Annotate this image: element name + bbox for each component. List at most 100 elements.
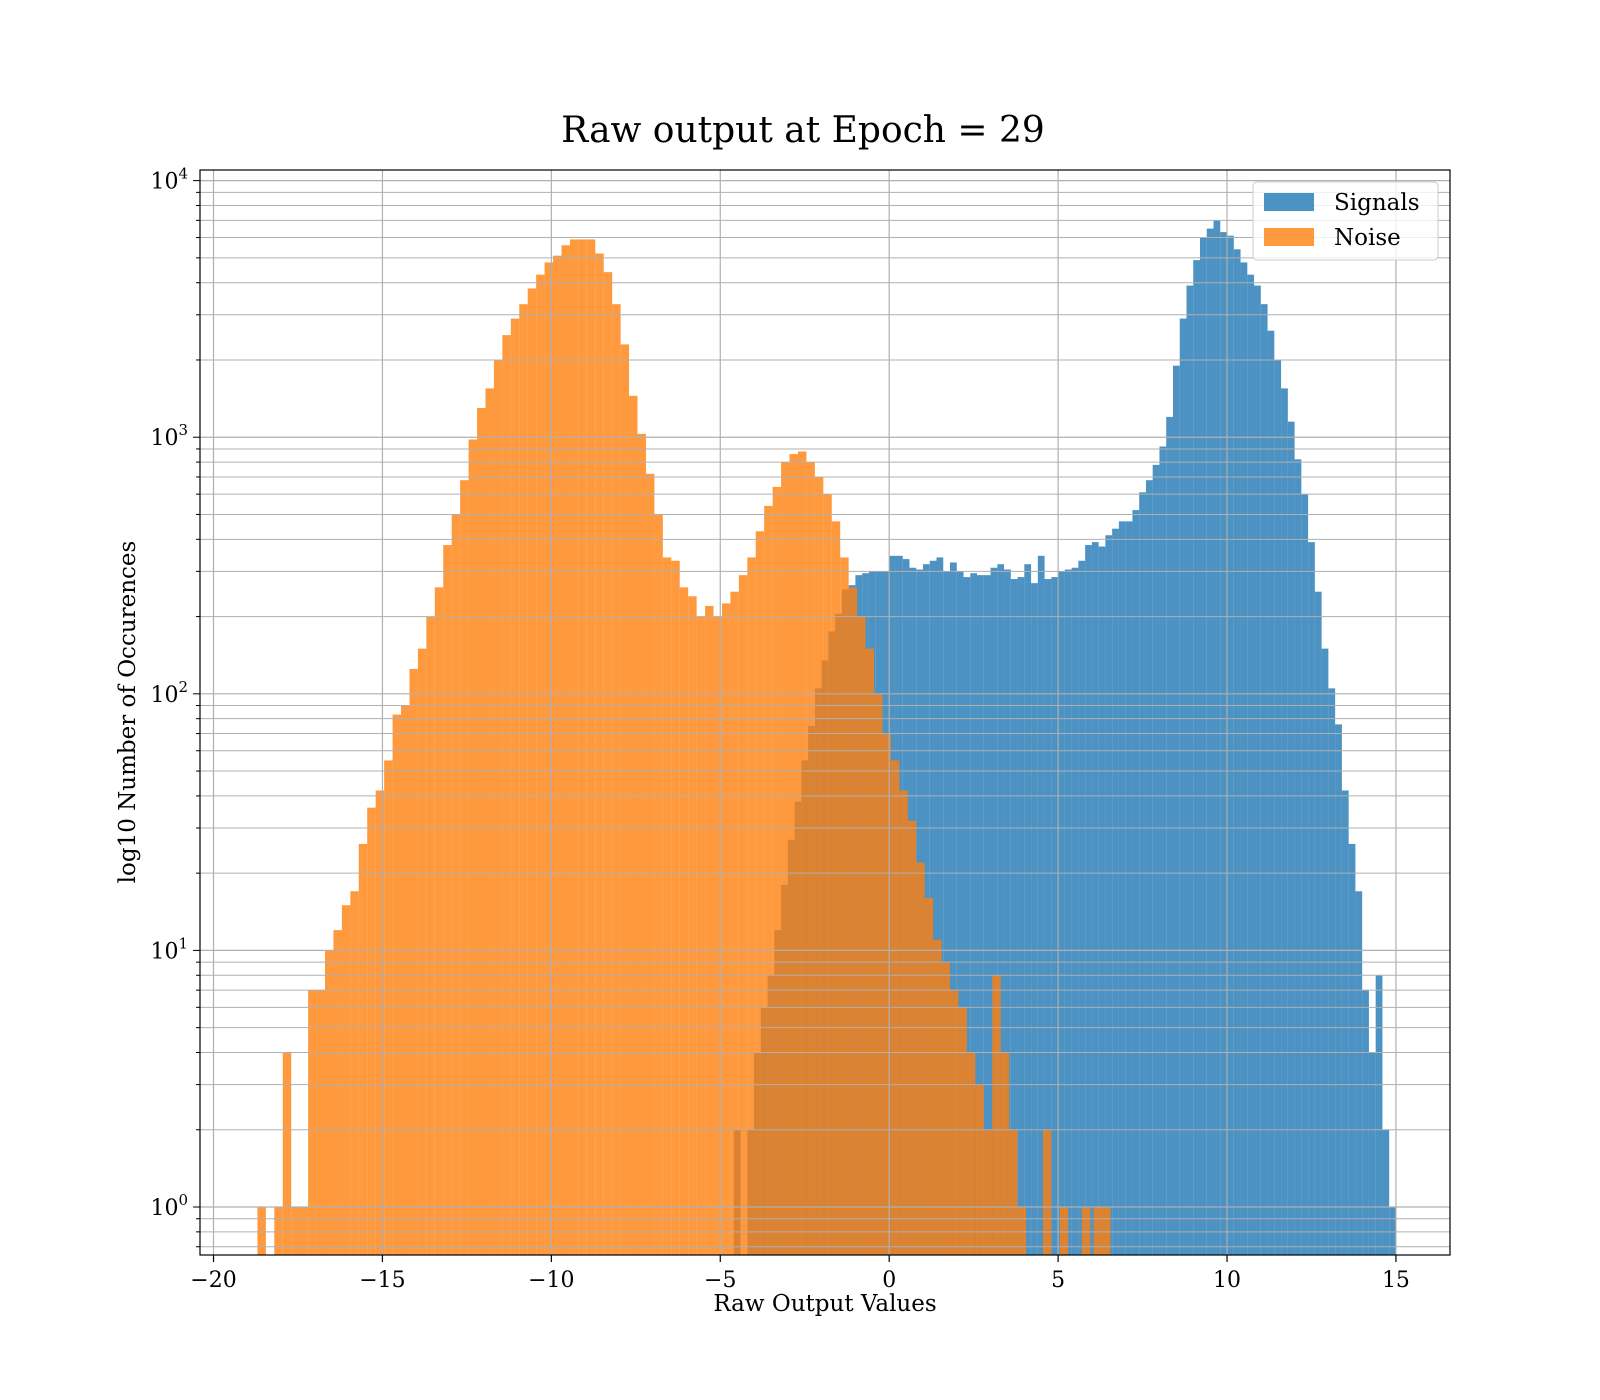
bar-noise-63 — [806, 462, 815, 1256]
bar-noise-9 — [350, 891, 359, 1255]
bar-noise-40 — [612, 304, 621, 1255]
bar-noise-71 — [873, 693, 883, 1255]
bar-noise-25 — [485, 388, 494, 1255]
bar-noise-28 — [510, 318, 520, 1255]
bar-noise-90 — [1059, 1206, 1069, 1255]
bar-noise-54 — [730, 591, 739, 1255]
bar-noise-37 — [586, 239, 596, 1256]
bar-noise-11 — [367, 807, 376, 1255]
bar-noise-50 — [696, 616, 706, 1255]
bar-noise-74 — [899, 790, 908, 1255]
bar-signals-74 — [1240, 262, 1248, 1255]
y-axis: 100 101 102 103 104 — [150, 165, 200, 1248]
bar-signals-66 — [1186, 285, 1194, 1255]
bar-noise-31 — [536, 274, 545, 1255]
bar-noise-3 — [291, 1206, 309, 1255]
bar-noise-18 — [426, 616, 435, 1255]
bar-noise-12 — [375, 790, 385, 1255]
bar-noise-7 — [333, 930, 342, 1255]
x-tick-label: 0 — [882, 1268, 896, 1293]
bar-signals-79 — [1274, 359, 1282, 1256]
bar-noise-88 — [1017, 1206, 1027, 1255]
bar-signals-36 — [983, 575, 991, 1255]
bar-noise-19 — [434, 587, 444, 1255]
bar-noise-52 — [713, 616, 722, 1255]
bar-noise-56 — [747, 557, 756, 1255]
plot-area — [199, 169, 1451, 1256]
bar-signals-93 — [1368, 1052, 1376, 1255]
bar-noise-57 — [755, 531, 765, 1255]
bar-noise-21 — [451, 514, 461, 1255]
bar-signals-63 — [1166, 416, 1173, 1255]
bar-signals-41 — [1017, 577, 1025, 1255]
bar-noise-72 — [882, 733, 891, 1255]
bar-noise-48 — [679, 587, 689, 1255]
bar-noise-29 — [519, 304, 528, 1255]
bar-signals-55 — [1112, 528, 1119, 1255]
bar-noise-45 — [654, 514, 663, 1255]
bar-noise-69 — [857, 616, 866, 1255]
y-axis-label: log10 Number of Occurences — [115, 541, 141, 884]
bar-noise-78 — [933, 939, 942, 1255]
bar-noise-15 — [401, 705, 410, 1255]
x-tick-label: 15 — [1382, 1268, 1410, 1293]
x-tick-label: −10 — [528, 1268, 574, 1293]
bar-signals-75 — [1247, 274, 1255, 1255]
x-axis: −20 −15 −10 −5 0 5 10 15 — [190, 1255, 1410, 1293]
chart-title: Raw output at Epoch = 29 — [561, 110, 1045, 151]
bar-noise-59 — [772, 486, 782, 1255]
bar-noise-14 — [392, 714, 402, 1255]
bar-noise-76 — [916, 862, 925, 1255]
bar-signals-37 — [990, 567, 998, 1255]
bar-noise-33 — [553, 255, 562, 1255]
x-axis-label: Raw Output Values — [713, 1291, 936, 1317]
bar-noise-23 — [468, 439, 478, 1256]
bar-signals-54 — [1105, 535, 1113, 1255]
legend-swatch-signals — [1264, 193, 1314, 211]
bar-signals-35 — [977, 575, 984, 1255]
bar-signals-38 — [997, 564, 1005, 1255]
bar-signals-52 — [1091, 542, 1099, 1255]
bar-noise-70 — [865, 648, 874, 1255]
plot-frame — [199, 169, 1451, 1256]
bar-noise-47 — [671, 560, 680, 1255]
bar-signals-65 — [1179, 318, 1187, 1255]
bar-signals-77 — [1260, 304, 1268, 1255]
bar-noise-86 — [1000, 1052, 1010, 1255]
bar-noise-67 — [840, 557, 849, 1255]
bar-noise-5 — [316, 990, 325, 1255]
bar-signals-84 — [1308, 542, 1315, 1255]
series-noise — [257, 239, 1111, 1256]
bar-noise-17 — [417, 648, 427, 1255]
bar-signals-40 — [1010, 579, 1018, 1255]
bar-signals-76 — [1254, 285, 1261, 1255]
bar-signals-70 — [1213, 220, 1221, 1255]
bar-signals-72 — [1227, 235, 1234, 1255]
bar-signals-78 — [1267, 330, 1275, 1255]
bar-noise-93 — [1102, 1206, 1111, 1255]
bar-noise-75 — [907, 820, 917, 1255]
bar-noise-8 — [341, 905, 351, 1255]
bar-signals-95 — [1382, 1129, 1390, 1255]
bar-noise-42 — [629, 395, 638, 1255]
y-tick-label: 104 — [150, 165, 188, 195]
bar-noise-30 — [527, 288, 537, 1255]
bar-signals-67 — [1193, 260, 1200, 1255]
bar-signals-43 — [1031, 583, 1038, 1255]
bar-noise-10 — [358, 843, 368, 1255]
bar-signals-51 — [1085, 545, 1092, 1255]
bar-noise-68 — [848, 587, 858, 1255]
bar-noise-39 — [603, 272, 613, 1255]
bar-noise-80 — [950, 990, 959, 1255]
bar-signals-44 — [1037, 555, 1045, 1255]
bar-signals-29 — [936, 557, 944, 1255]
bar-noise-84 — [983, 1129, 993, 1255]
bar-signals-57 — [1125, 521, 1133, 1255]
bar-signals-32 — [956, 571, 964, 1255]
bar-noise-0 — [257, 1206, 266, 1255]
bar-noise-60 — [781, 462, 790, 1256]
bar-noise-91 — [1081, 1206, 1091, 1255]
bar-signals-56 — [1118, 521, 1126, 1255]
bar-signals-69 — [1206, 228, 1214, 1255]
